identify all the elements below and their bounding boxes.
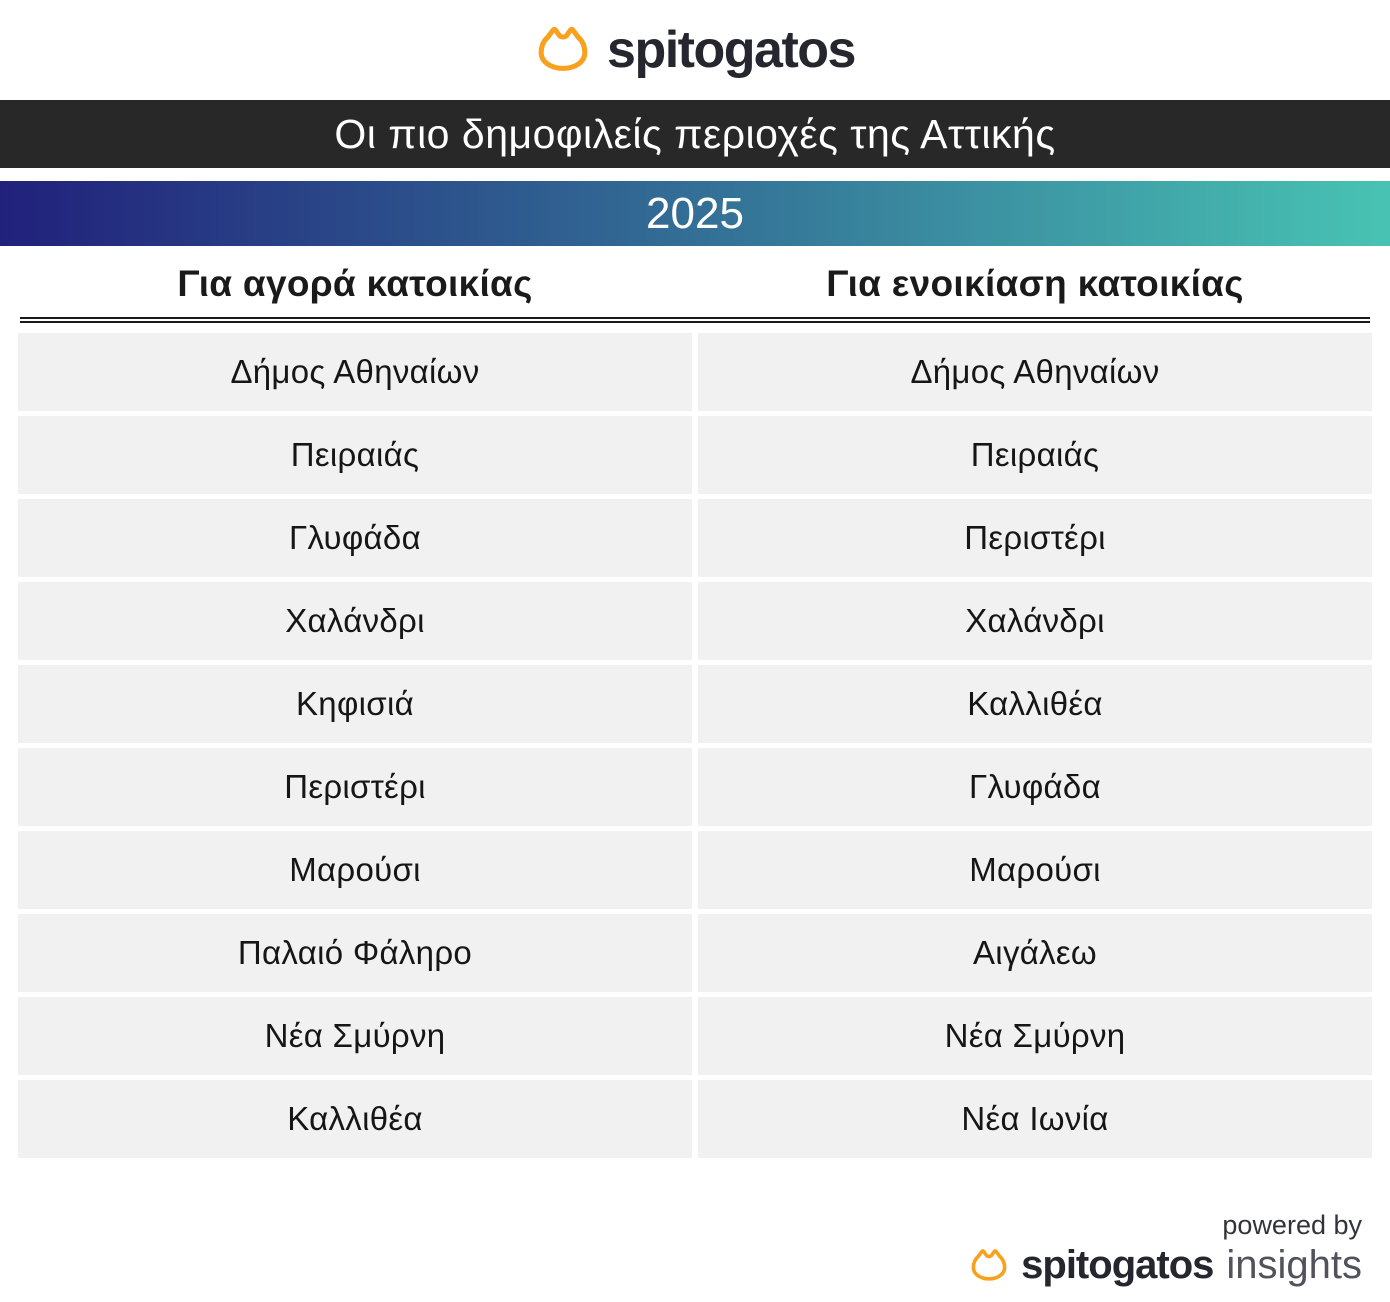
table-cell-rent-7: Μαρούσι [698, 831, 1372, 909]
year-bar: 2025 [0, 181, 1390, 246]
table-cell-rent-3: Περιστέρι [698, 499, 1372, 577]
powered-by-label: powered by [1222, 1210, 1362, 1240]
table-body: Δήμος Αθηναίων Δήμος Αθηναίων Πειραιάς Π… [18, 333, 1372, 1158]
popular-areas-table: Για αγορά κατοικίας Για ενοικίαση κατοικ… [18, 246, 1372, 1158]
table-cell-buy-1: Δήμος Αθηναίων [18, 333, 692, 411]
table-cell-buy-9: Νέα Σμύρνη [18, 997, 692, 1075]
table-cell-buy-4: Χαλάνδρι [18, 582, 692, 660]
table-cell-buy-5: Κηφισιά [18, 665, 692, 743]
footer-logo: spitogatos insights [969, 1243, 1362, 1288]
column-headers: Για αγορά κατοικίας Για ενοικίαση κατοικ… [18, 246, 1372, 317]
footer-brand-text: spitogatos [1021, 1243, 1214, 1287]
title-banner: Οι πιο δημοφιλείς περιοχές της Αττικής [0, 100, 1390, 168]
table-cell-rent-5: Καλλιθέα [698, 665, 1372, 743]
spitogatos-cat-icon [969, 1248, 1009, 1283]
table-cell-buy-10: Καλλιθέα [18, 1080, 692, 1158]
spitogatos-cat-icon [535, 26, 591, 74]
header-divider [20, 317, 1370, 323]
rent-column-header: Για ενοικίαση κατοικίας [826, 263, 1244, 304]
footer-insights-text: insights [1226, 1243, 1362, 1287]
table-cell-buy-7: Μαρούσι [18, 831, 692, 909]
table-cell-rent-1: Δήμος Αθηναίων [698, 333, 1372, 411]
buy-column-header: Για αγορά κατοικίας [177, 263, 533, 304]
year-label: 2025 [646, 188, 744, 238]
header-logo: spitogatos [0, 0, 1390, 100]
table-cell-rent-9: Νέα Σμύρνη [698, 997, 1372, 1075]
table-cell-buy-8: Παλαιό Φάληρο [18, 914, 692, 992]
table-cell-rent-8: Αιγάλεω [698, 914, 1372, 992]
table-cell-buy-2: Πειραιάς [18, 416, 692, 494]
table-cell-buy-3: Γλυφάδα [18, 499, 692, 577]
table-cell-rent-10: Νέα Ιωνία [698, 1080, 1372, 1158]
table-cell-rent-4: Χαλάνδρι [698, 582, 1372, 660]
table-cell-rent-2: Πειραιάς [698, 416, 1372, 494]
table-cell-buy-6: Περιστέρι [18, 748, 692, 826]
footer: powered by spitogatos insights [0, 1210, 1390, 1288]
spitogatos-logo-text: spitogatos [607, 21, 856, 79]
table-cell-rent-6: Γλυφάδα [698, 748, 1372, 826]
page-title: Οι πιο δημοφιλείς περιοχές της Αττικής [334, 110, 1056, 157]
